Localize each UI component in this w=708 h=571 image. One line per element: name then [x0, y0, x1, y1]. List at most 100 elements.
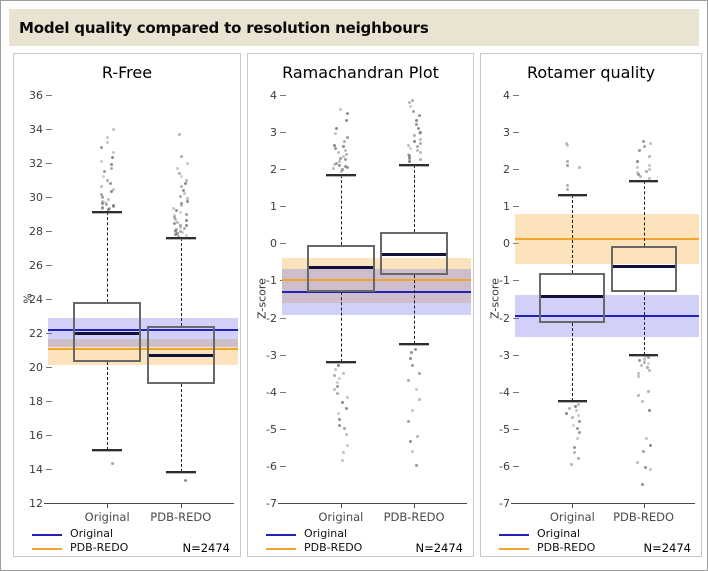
outlier-dot: [576, 403, 580, 407]
upper-whisker: [180, 237, 182, 327]
outlier-dot: [570, 462, 574, 466]
y-tick-label: 4: [503, 89, 510, 102]
legend-line-swatch: [32, 534, 62, 536]
outlier-dot: [644, 466, 648, 470]
outlier-dot: [575, 436, 579, 440]
lower-whisker-cap: [557, 400, 587, 402]
x-tick-mark: [180, 503, 182, 508]
chart-panels: R-Free% 36 34 32 30 28 26 24 22 20 18 16 14 12 Origina…: [13, 53, 702, 557]
outlier-dot: [639, 175, 643, 179]
y-tick-label: 1: [270, 200, 277, 214]
y-tick-label: 16: [29, 429, 43, 442]
outlier-dot: [413, 347, 417, 351]
outlier-dot: [186, 197, 190, 201]
upper-whisker: [340, 174, 342, 246]
outlier-dot: [180, 204, 184, 207]
y-tick-label: 26: [29, 259, 43, 272]
outlier-dot: [337, 423, 341, 427]
lower-whisker-cap: [399, 342, 430, 345]
outlier-dot: [408, 154, 412, 158]
y-tick-mark: [280, 428, 286, 430]
outlier-dot: [107, 208, 111, 212]
outlier-dot: [176, 221, 180, 224]
legend-label: Original: [537, 527, 581, 540]
y-tick-label: 0: [270, 237, 277, 251]
y-tick-mark: [513, 243, 519, 245]
outlier-dot: [336, 150, 340, 154]
outlier-dot: [335, 384, 339, 388]
lower-whisker-cap: [629, 353, 659, 356]
y-tick-mark: [46, 367, 52, 368]
y-tick-label: 34: [29, 123, 43, 136]
outlier-dot: [577, 414, 581, 418]
outlier-dot: [341, 451, 345, 455]
outlier-dot: [338, 163, 342, 167]
outlier-dot: [411, 110, 415, 114]
outlier-dot: [635, 460, 639, 464]
outlier-dot: [100, 205, 104, 209]
lower-whisker: [107, 361, 109, 451]
outlier-dot: [346, 112, 350, 116]
y-tick-label: 14: [29, 463, 43, 476]
outlier-dot: [334, 132, 338, 136]
outlier-dot: [185, 199, 189, 203]
upper-whisker-cap: [92, 211, 123, 214]
y-tick-label: 4: [270, 89, 277, 102]
sample-count-label: N=2474: [415, 541, 463, 555]
outlier-dot: [643, 360, 647, 364]
median-line: [541, 295, 604, 299]
legend-item-original: Original: [481, 528, 701, 540]
legend-label: PDB-REDO: [537, 541, 596, 554]
outlier-dot: [178, 132, 182, 136]
legend-item-original: Original: [14, 528, 240, 540]
upper-whisker-cap: [399, 164, 430, 167]
outlier-dot: [577, 165, 581, 169]
upper-whisker-cap: [325, 173, 356, 176]
outlier-dot: [344, 432, 348, 436]
panel-title: R-Free: [101, 63, 153, 82]
y-tick-label: 22: [29, 327, 43, 340]
outlier-dot: [342, 145, 346, 149]
outlier-dot: [409, 147, 413, 151]
outlier-dot: [101, 207, 105, 211]
ramachandran-panel: Ramachandran Plot Z-score 4 3 2 1 0 -1 -2 -3 -4 -5-…: [247, 53, 474, 557]
orange-reference-line: [515, 237, 699, 240]
outlier-dot: [344, 406, 348, 410]
outlier-dot: [648, 176, 652, 180]
y-tick-mark: [46, 469, 52, 470]
outlier-dot: [339, 108, 343, 112]
y-tick-label: -7: [499, 497, 510, 510]
outlier-dot: [566, 143, 570, 147]
outlier-dot: [174, 209, 178, 213]
outlier-dot: [174, 232, 178, 236]
outlier-dot: [105, 178, 109, 182]
outlier-dot: [417, 397, 421, 401]
outlier-dot: [418, 141, 422, 145]
lower-whisker: [572, 323, 574, 401]
outlier-dot: [641, 399, 645, 403]
y-tick-label: -3: [499, 348, 510, 362]
orange-reference-line: [48, 348, 238, 351]
outlier-dot: [185, 219, 189, 223]
outlier-dot: [174, 217, 178, 221]
legend-line-swatch: [266, 534, 296, 536]
y-tick-label: 3: [503, 126, 510, 140]
outlier-dot: [181, 188, 185, 192]
legend-label: PDB-REDO: [70, 541, 129, 554]
legend-item-pdb-redo: PDB-REDO: [481, 542, 701, 554]
upper-whisker-cap: [629, 180, 659, 183]
outlier-dot: [636, 375, 640, 379]
outlier-dot: [419, 138, 423, 141]
y-tick-label: 0: [503, 237, 510, 251]
outlier-dot: [639, 364, 643, 368]
median-line: [148, 354, 213, 358]
outlier-dot: [173, 215, 177, 219]
outlier-dot: [108, 181, 112, 185]
outlier-dot: [410, 364, 414, 368]
outlier-dot: [406, 143, 410, 147]
outlier-dot: [342, 139, 346, 143]
y-tick-mark: [513, 132, 519, 134]
rotamer-panel: Rotamer quality Z-score 4 3 2 1 0 -1 -2 -3 -4 -5 -6-…: [480, 53, 702, 557]
outlier-dot: [346, 165, 350, 169]
